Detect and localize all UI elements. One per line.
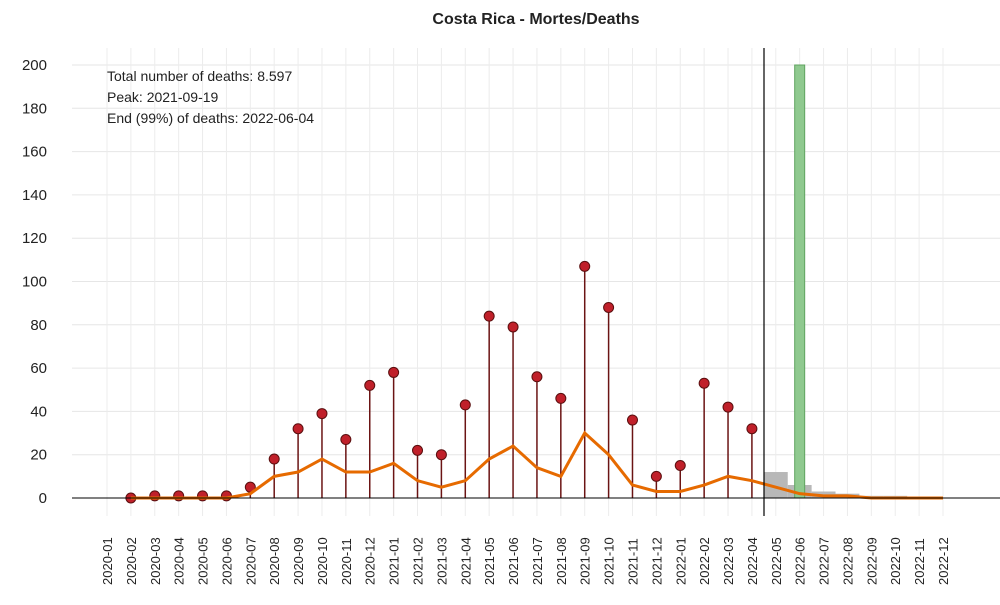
y-tick-label: 0 [39, 490, 47, 507]
annotation: End (99%) of deaths: 2022-06-04 [107, 110, 314, 126]
x-tick-label: 2020-06 [219, 537, 234, 585]
x-tick-label: 2022-01 [673, 537, 688, 585]
point [555, 392, 567, 404]
x-tick-label: 2021-01 [387, 537, 402, 585]
point [388, 366, 400, 378]
point [316, 408, 328, 420]
marks [125, 64, 943, 504]
point [722, 401, 734, 413]
point [674, 460, 686, 472]
y-tick-label: 40 [30, 403, 47, 420]
y-tick-label: 80 [30, 317, 47, 334]
x-tick-label: 2021-12 [649, 537, 664, 585]
x-tick-label: 2020-12 [363, 537, 378, 585]
x-tick-label: 2020-05 [196, 537, 211, 585]
x-tick-label: 2022-02 [697, 537, 712, 585]
x-tick-label: 2022-10 [888, 537, 903, 585]
x-tick-label: 2021-10 [602, 537, 617, 585]
x-tick-label: 2022-07 [817, 537, 832, 585]
forecast-bar [763, 472, 788, 498]
x-tick-label: 2022-09 [864, 537, 879, 585]
x-tick-label: 2020-04 [172, 537, 187, 585]
x-tick-label: 2021-05 [482, 537, 497, 585]
point [698, 377, 710, 389]
y-tick-label: 60 [30, 360, 47, 377]
x-tick-label: 2021-02 [411, 537, 426, 585]
point [292, 423, 304, 435]
point [412, 444, 424, 456]
x-tick-label: 2020-10 [315, 537, 330, 585]
y-tick-label: 180 [22, 100, 47, 117]
x-tick-label: 2021-09 [578, 537, 593, 585]
x-tick-label: 2020-03 [148, 537, 163, 585]
point [626, 414, 638, 426]
point [507, 321, 519, 333]
point [364, 379, 376, 391]
smooth-line [130, 430, 943, 500]
point [340, 434, 352, 446]
point [650, 470, 662, 482]
x-tick-label: 2020-07 [243, 537, 258, 585]
x-tick-label: 2020-08 [267, 537, 282, 585]
grid: 0 20 40 60 80 100 120 140 160 180 200 2020-01 2020-0… [22, 48, 1000, 585]
point [268, 453, 280, 465]
end-bar [794, 64, 806, 499]
x-tick-label: 2022-03 [721, 537, 736, 585]
y-tick-label: 100 [22, 274, 47, 291]
x-tick-label: 2020-09 [291, 537, 306, 585]
x-tick-label: 2021-03 [434, 537, 449, 585]
chart-title: Costa Rica - Mortes/Deaths [432, 11, 639, 28]
y-tick-label: 200 [22, 57, 47, 74]
x-tick-label: 2021-04 [458, 537, 473, 585]
x-tick-label: 2021-07 [530, 537, 545, 585]
y-tick-label: 160 [22, 144, 47, 161]
x-tick-label: 2021-08 [554, 537, 569, 585]
x-tick-label: 2022-05 [769, 537, 784, 585]
x-tick-label: 2022-08 [840, 537, 855, 585]
annotation: Total number of deaths: 8.597 [107, 68, 292, 84]
x-tick-label: 2022-04 [745, 537, 760, 585]
x-tick-label: 2022-11 [912, 538, 927, 585]
x-tick-label: 2020-01 [100, 537, 115, 585]
x-tick-label: 2020-11 [339, 538, 354, 585]
x-tick-label: 2020-02 [124, 537, 139, 585]
point [531, 371, 543, 383]
point [483, 310, 495, 322]
x-tick-label: 2021-06 [506, 537, 521, 585]
point [603, 301, 615, 313]
x-tick-label: 2022-06 [793, 537, 808, 585]
point [435, 449, 447, 461]
annotation: Peak: 2021-09-19 [107, 89, 219, 105]
x-tick-label: 2022-12 [936, 537, 951, 585]
point [746, 423, 758, 435]
x-tick-label: 2021-11 [625, 538, 640, 585]
point [579, 260, 591, 272]
y-tick-label: 20 [30, 447, 47, 464]
y-tick-label: 120 [22, 230, 47, 247]
y-tick-label: 140 [22, 187, 47, 204]
point [459, 399, 471, 411]
